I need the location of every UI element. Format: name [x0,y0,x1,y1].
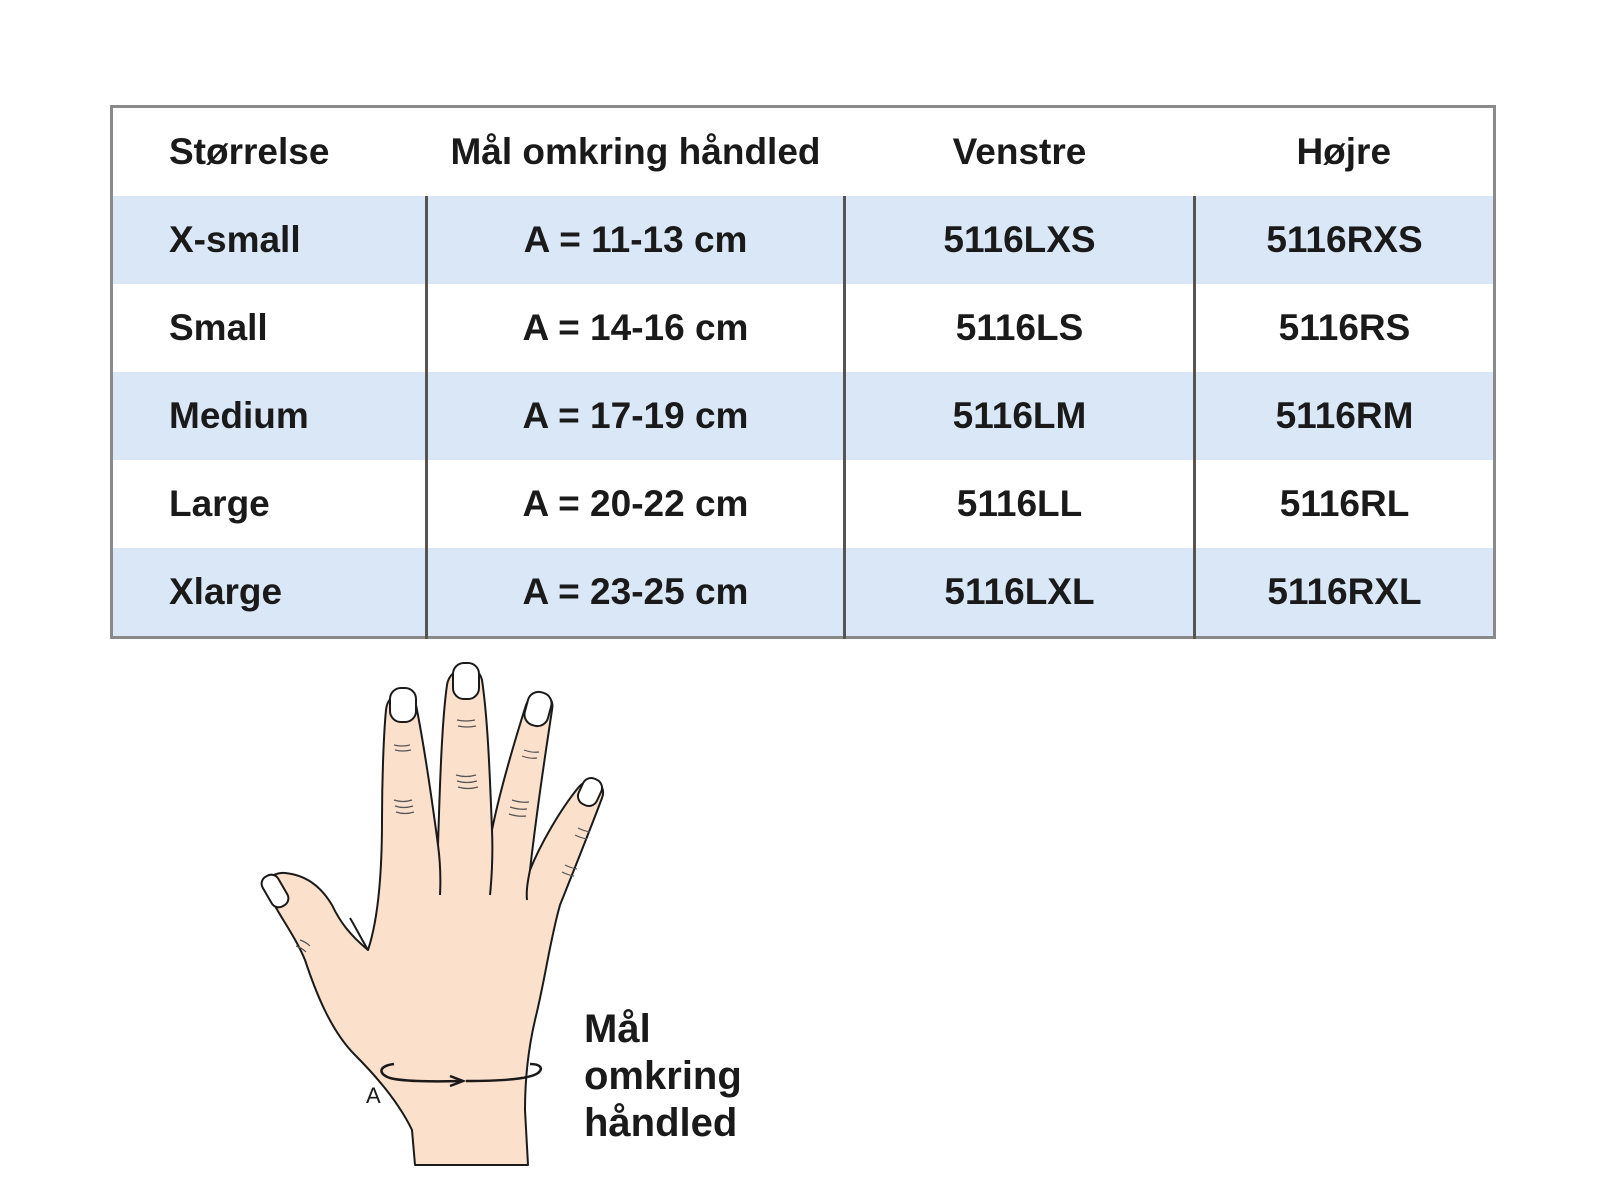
left-code-cell: 5116LS [843,284,1195,372]
nail [576,777,604,807]
table-row: Large A = 20-22 cm 5116LL 5116RL [111,460,1495,548]
table-row: Small A = 14-16 cm 5116LS 5116RS [111,284,1495,372]
left-code-cell: 5116LXL [843,548,1195,638]
caption-line: Mål [584,1007,651,1051]
right-code-cell: 5116RXL [1193,548,1495,638]
left-code-cell: 5116LXS [843,196,1195,284]
measure-caption: Mål omkring håndled [584,1006,742,1147]
measure-cell: A = 23-25 cm [425,548,845,638]
measure-cell: A = 20-22 cm [425,460,845,548]
size-cell: Medium [111,372,427,460]
header-right: Højre [1194,106,1495,196]
header-size: Størrelse [111,106,427,196]
nail [260,873,290,909]
left-code-cell: 5116LL [843,460,1195,548]
table-row: Xlarge A = 23-25 cm 5116LXL 5116RXL [111,548,1495,638]
nail [523,690,553,728]
hand-illustration [260,660,620,1180]
caption-line: omkring [584,1054,742,1098]
header-wrist-measure: Mål omkring håndled [426,106,845,196]
right-code-cell: 5116RM [1193,372,1495,460]
table-row: X-small A = 11-13 cm 5116LXS 5116RXS [111,196,1495,284]
hand-outline [266,667,605,1166]
right-code-cell: 5116RXS [1193,196,1495,284]
wrist-measure-arrow [380,1062,461,1083]
header-left: Venstre [844,106,1195,196]
caption-line: håndled [584,1101,738,1145]
measure-cell: A = 11-13 cm [425,196,845,284]
size-cell: Small [111,284,427,372]
left-code-cell: 5116LM [843,372,1195,460]
size-cell: X-small [111,196,427,284]
measure-cell: A = 14-16 cm [425,284,845,372]
measure-cell: A = 17-19 cm [425,372,845,460]
nail [389,687,417,723]
size-chart-table: Størrelse Mål omkring håndled Venstre Hø… [110,105,1496,639]
size-cell: Xlarge [111,548,427,638]
right-code-cell: 5116RL [1193,460,1495,548]
nail [452,662,480,700]
wrist-marker-label: A [366,1083,381,1108]
table-row: Medium A = 17-19 cm 5116LM 5116RM [111,372,1495,460]
right-code-cell: 5116RS [1193,284,1495,372]
hand-icon [260,662,605,1166]
table-header-row: Størrelse Mål omkring håndled Venstre Hø… [111,106,1495,196]
size-cell: Large [111,460,427,548]
